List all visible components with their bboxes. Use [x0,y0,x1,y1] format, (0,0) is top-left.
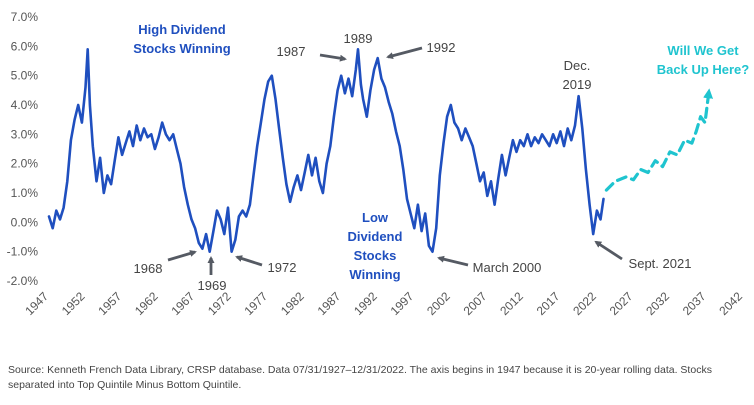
annotation-y1989: 1989 [344,31,373,46]
x-tick-label: 1952 [59,289,88,318]
arrow-1972 [235,255,263,267]
annotation-march2000: March 2000 [473,260,542,275]
source-note: Source: Kenneth French Data Library, CRS… [8,364,712,391]
arrow-sept2021 [594,240,623,261]
x-tick-label: 2017 [534,289,563,318]
arrow-1992 [386,46,423,60]
series-group [47,48,714,253]
dividend-spread-line [47,48,605,253]
annotation-arrows [167,46,623,275]
y-tick-label: 2.0% [11,157,39,171]
y-tick-label: 5.0% [11,69,39,83]
x-tick-label: 2032 [643,289,672,318]
y-tick-label: -1.0% [7,245,39,259]
x-tick-label: 2002 [424,289,453,318]
line-chart: -2.0% -1.0% 0.0% 1.0% 2.0% 3.0% 4.0% 5.0% 6.0% 7.… [7,10,750,318]
annotation-will_we: Will We Get Back Up Here? [657,43,750,77]
x-tick-label: 1987 [315,289,344,318]
annotations: High Dividend Stocks Winning Low Dividend St… [133,22,749,293]
y-tick-label: 4.0% [11,98,39,112]
annotation-y1968: 1968 [134,261,163,276]
annotation-y1969: 1969 [198,278,227,293]
x-tick-label: 2027 [607,289,636,318]
x-tick-label: 2022 [570,289,599,318]
y-tick-label: 1.0% [11,186,39,200]
annotation-dec2019: Dec. 2019 [563,58,592,92]
arrow-march2000 [437,255,469,267]
y-tick-label: 3.0% [11,127,39,141]
x-tick-label: 1962 [132,289,161,318]
x-tick-label: 2042 [716,289,745,318]
y-axis: -2.0% -1.0% 0.0% 1.0% 2.0% 3.0% 4.0% 5.0% 6.0% 7.… [7,10,39,288]
x-tick-label: 2012 [497,289,526,318]
y-tick-label: 6.0% [11,39,39,53]
annotation-y1987: 1987 [277,44,306,59]
annotation-y1972: 1972 [268,260,297,275]
x-tick-label: 1977 [241,289,270,318]
x-tick-label: 2007 [461,289,490,318]
annotation-y1992: 1992 [427,40,456,55]
annotation-low_div: Low Dividend Stocks Winning [348,210,403,282]
x-tick-label: 1972 [205,289,234,318]
annotation-sept2021: Sept. 2021 [629,256,692,271]
arrow-1987 [319,53,347,62]
x-tick-label: 1997 [388,289,417,318]
x-tick-label: 1967 [168,289,197,318]
arrow-1968 [167,250,197,262]
x-axis: 1947 1952 1957 1962 1967 1972 1977 1982 1987 1992… [22,289,745,318]
y-tick-label: 0.0% [11,215,39,229]
x-tick-label: 1982 [278,289,307,318]
x-tick-label: 1957 [95,289,124,318]
x-tick-label: 1947 [22,289,51,318]
x-tick-label: 2037 [680,289,709,318]
x-tick-label: 1992 [351,289,380,318]
projection-dashed-line [604,88,714,192]
annotation-high_div: High Dividend Stocks Winning [133,22,230,56]
y-tick-label: 7.0% [11,10,39,24]
y-tick-label: -2.0% [7,274,39,288]
